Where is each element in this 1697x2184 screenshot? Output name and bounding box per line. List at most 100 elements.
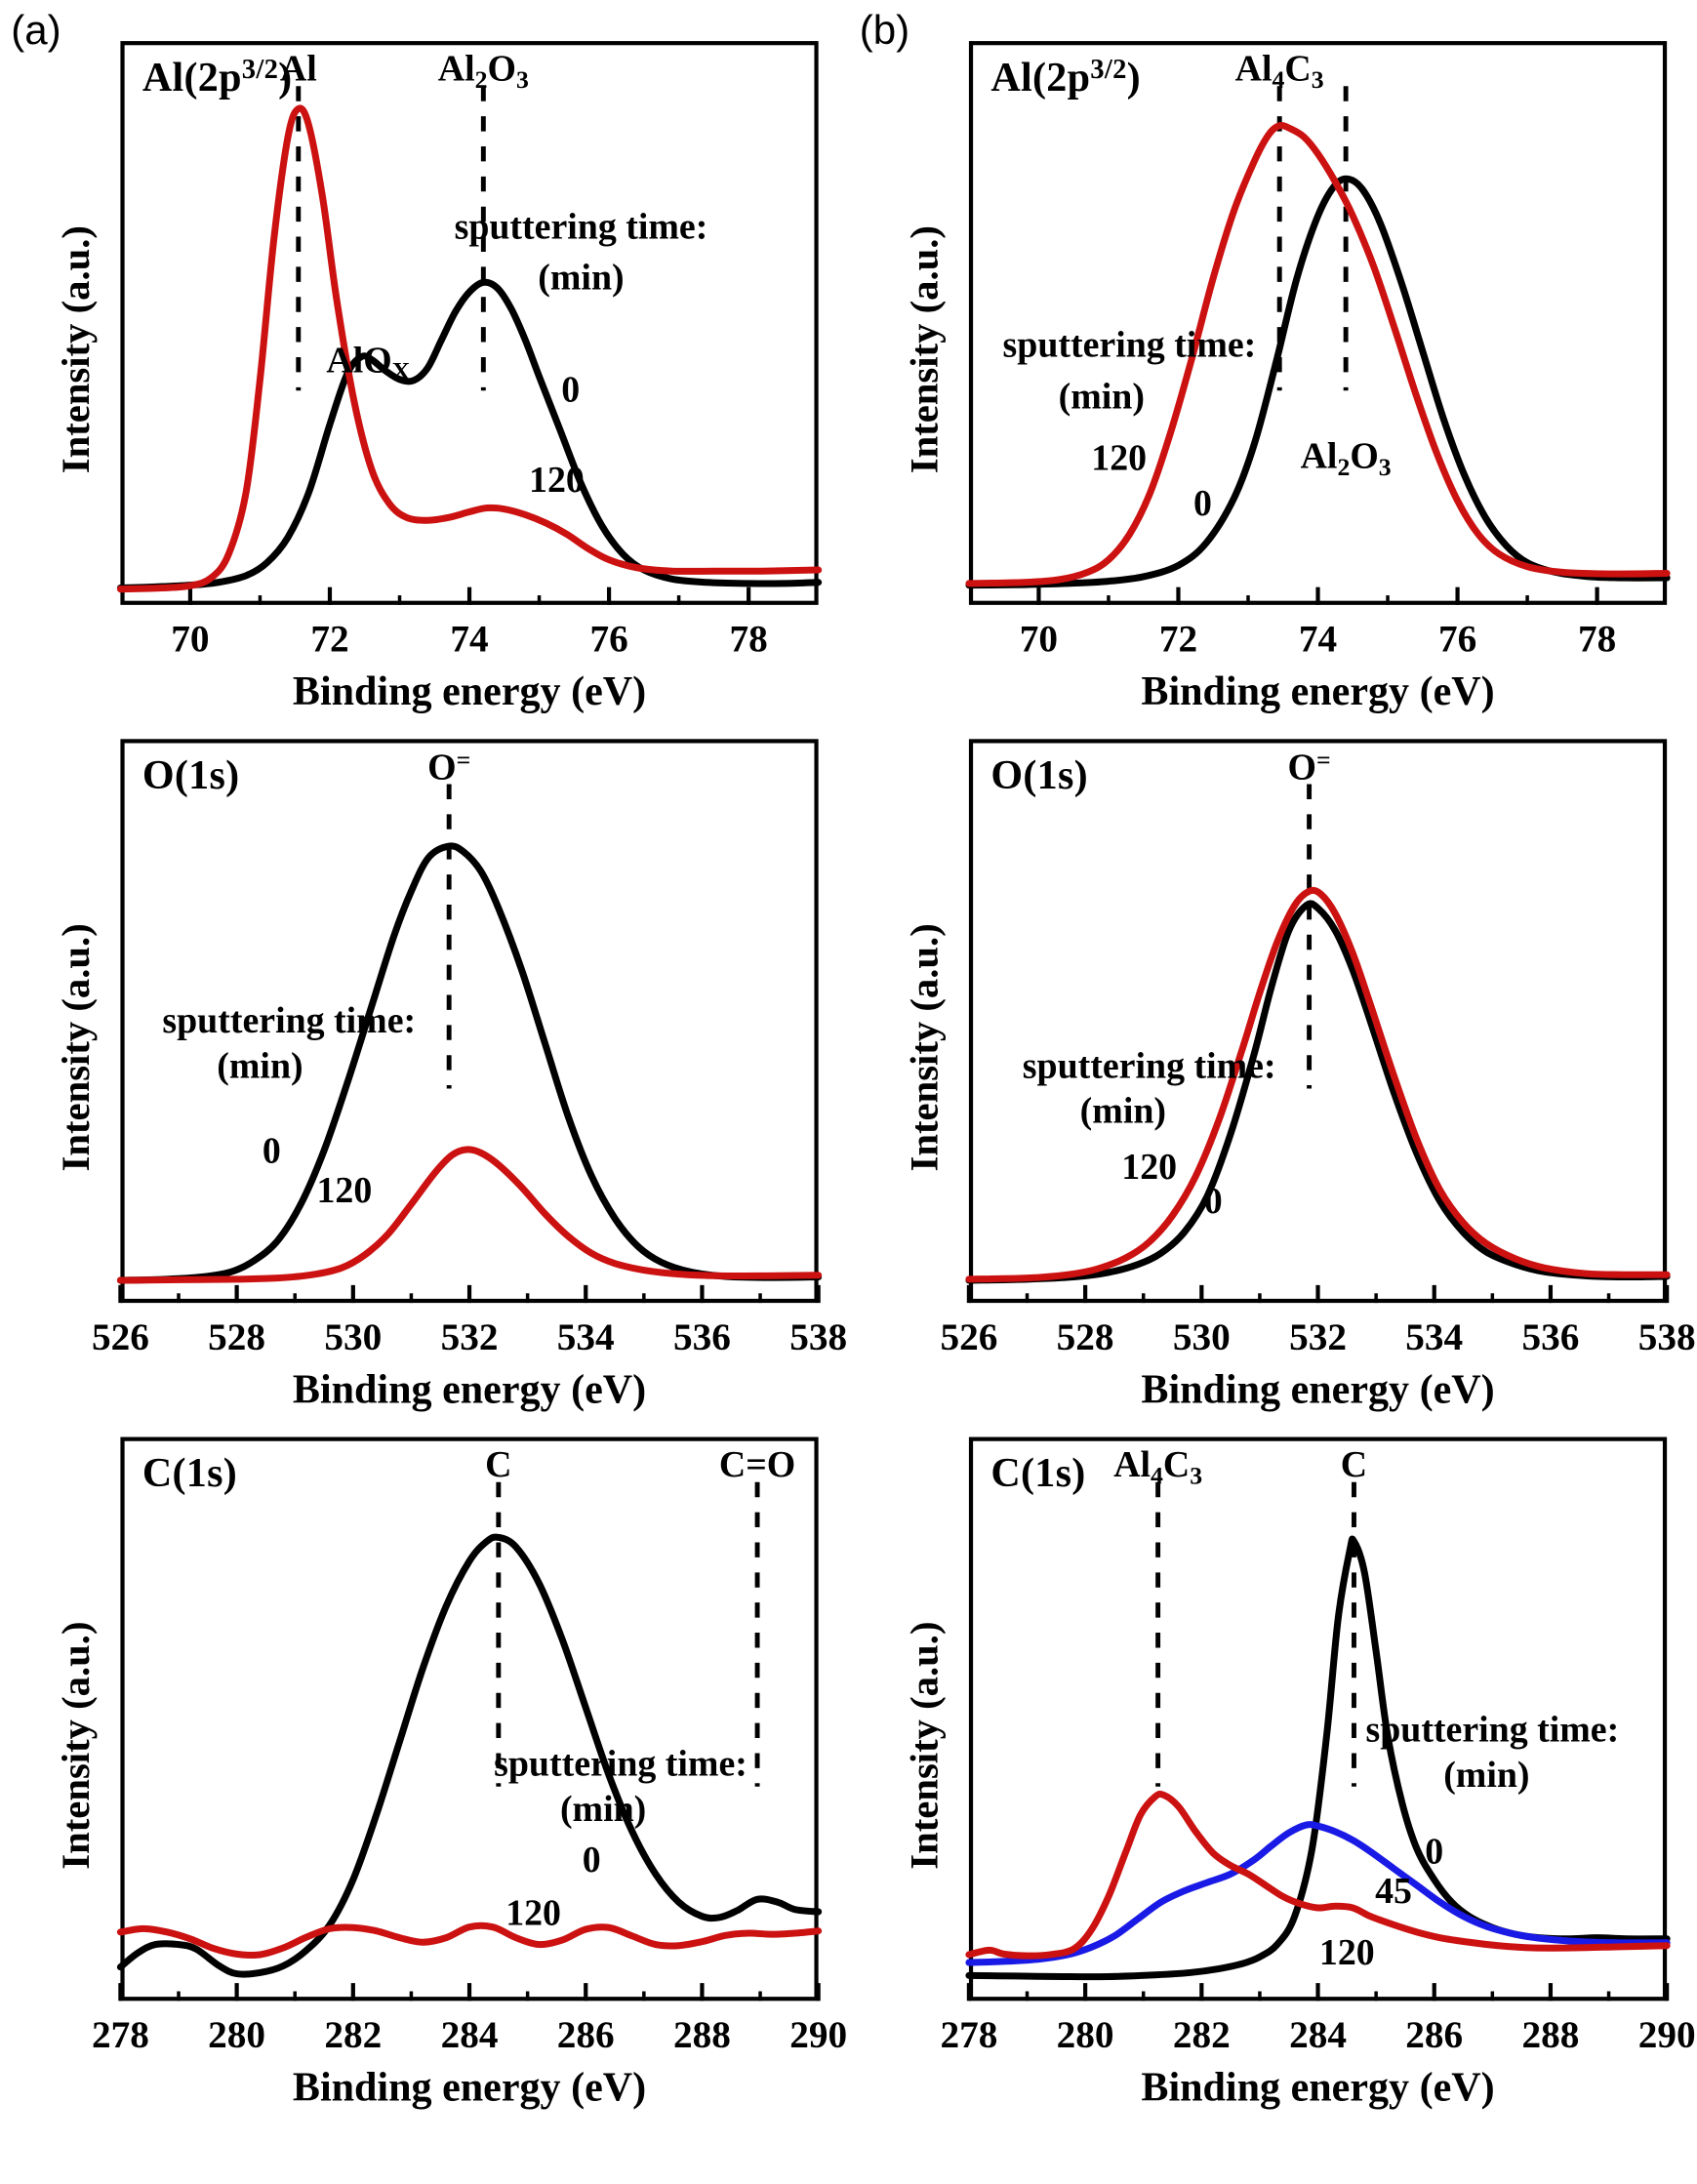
y-axis-label: Intensity (a.u.) — [55, 1621, 99, 1870]
x-tick-label: 72 — [1158, 618, 1198, 662]
x-tick-label: 76 — [1437, 618, 1477, 662]
annotation--min: (min) — [538, 256, 625, 299]
x-tick-label: 76 — [589, 618, 628, 662]
x-tick-label: 282 — [324, 2014, 383, 2057]
annotation-0: 0 — [1203, 1180, 1223, 1222]
plot-frame — [120, 1436, 819, 2002]
panel-title: O(1s) — [990, 752, 1088, 798]
x-axis-label: Binding energy (eV) — [292, 2065, 647, 2111]
x-tick-label: 288 — [672, 2014, 731, 2057]
series-curve-120min — [965, 886, 1671, 1283]
xps-figure: (a) (b) Al(2p3/2) Al Al2O3 AlOX sputtering t… — [0, 8, 1697, 2111]
x-tick-label: 532 — [440, 1316, 499, 1359]
peak-label-al4c3: Al4C3 — [1113, 1443, 1203, 1489]
plot-canvas — [965, 1481, 1671, 2002]
x-axis-label: Binding energy (eV) — [292, 1367, 647, 1413]
annotation-120: 120 — [1121, 1146, 1178, 1188]
x-axis-label: Binding energy (eV) — [292, 668, 647, 715]
annotation-120: 120 — [1318, 1931, 1375, 1973]
y-axis-label: Intensity (a.u.) — [55, 225, 99, 474]
x-tick-label: 526 — [940, 1316, 998, 1359]
annotation-0: 0 — [1193, 482, 1212, 524]
series-curve-45min — [965, 1821, 1671, 1966]
panel-letter-b: (b) — [859, 8, 910, 54]
x-tick-label: 538 — [789, 1316, 848, 1359]
x-tick-label: 78 — [1577, 618, 1617, 662]
annotation-120: 120 — [316, 1168, 373, 1210]
peak-label-c-o: C=O — [718, 1443, 796, 1485]
x-tick-label: 534 — [1405, 1316, 1464, 1359]
chart-a-al2p: Al(2p3/2) Al Al2O3 AlOX sputtering time: (min… — [0, 20, 849, 714]
x-tick-label: 72 — [310, 618, 349, 662]
peak-label-c: C — [485, 1443, 512, 1485]
chart-b-c1s: C(1s) C Al4C3 sputtering time: (min) 0 45 120 27… — [849, 1415, 1697, 2111]
plot-canvas — [116, 86, 823, 605]
peak-label-al4c3: Al4C3 — [1234, 47, 1324, 94]
x-tick-label: 530 — [1172, 1316, 1231, 1359]
chart-a-o1s: O(1s) O= sputtering time: (min) 0 120 526 528 53… — [0, 717, 849, 1412]
y-axis-label: Intensity (a.u.) — [903, 1621, 948, 1870]
x-tick-label: 280 — [208, 2014, 266, 2057]
annotation-120: 120 — [529, 460, 585, 502]
x-tick-label: 78 — [729, 618, 768, 662]
panel-title: C(1s) — [990, 1450, 1086, 1496]
x-tick-label: 74 — [1298, 618, 1338, 662]
x-tick-label: 538 — [1637, 1316, 1696, 1359]
annotation-sputtering-time: sputtering time: — [1365, 1709, 1620, 1751]
x-tick-label: 70 — [171, 618, 210, 662]
x-tick-label: 286 — [556, 2014, 615, 2057]
series-curve-120min — [965, 1790, 1671, 1960]
chart-a-c1s: C(1s) C C=O sputtering time: (min) 0 120 278 280… — [0, 1415, 849, 2111]
annotation-sputtering-time: sputtering time: — [1002, 324, 1257, 366]
panel-title: Al(2p3/2) — [141, 55, 293, 101]
y-axis-label: Intensity (a.u.) — [903, 923, 948, 1172]
x-axis-label: Binding energy (eV) — [1141, 668, 1495, 715]
chart-b-al2p: Al(2p3/2) Al4C3 Al2O3 sputtering time: (min)… — [849, 20, 1697, 714]
peak-label-al: Al — [279, 47, 317, 90]
plot-frame — [120, 739, 819, 1304]
plot-canvas — [116, 784, 823, 1304]
plot-canvas — [965, 86, 1671, 605]
panel-title: O(1s) — [141, 752, 240, 798]
panel-title: Al(2p3/2) — [990, 55, 1141, 101]
x-axis-label: Binding energy (eV) — [1141, 1367, 1495, 1413]
series-curve-120min — [116, 104, 823, 593]
series-curve-0min — [116, 842, 823, 1284]
peak-label-al2o3: Al2O3 — [1300, 435, 1392, 481]
annotation--min: (min) — [217, 1044, 303, 1086]
peak-label-o-: O= — [427, 746, 471, 788]
series-curve-0min — [116, 278, 823, 592]
annotation-120: 120 — [505, 1892, 561, 1934]
panel-title: C(1s) — [141, 1450, 238, 1496]
x-tick-label: 290 — [789, 2014, 848, 2057]
x-tick-label: 526 — [91, 1316, 149, 1359]
x-axis-label: Binding energy (eV) — [1141, 2065, 1495, 2111]
series-curve-120min — [116, 1921, 823, 1960]
series-curve-120min — [965, 122, 1671, 587]
chart-b-o1s: O(1s) O= sputtering time: (min) 120 0 526 528 53… — [849, 717, 1697, 1412]
x-tick-label: 288 — [1521, 2014, 1580, 2057]
peak-label-al2o3: Al2O3 — [437, 47, 529, 94]
x-tick-label: 532 — [1289, 1316, 1347, 1359]
x-tick-label: 530 — [324, 1316, 383, 1359]
annotation-alox: AlOX — [326, 339, 411, 384]
annotation--min: (min) — [1443, 1754, 1530, 1796]
plot-canvas — [116, 1481, 823, 2002]
annotation-0: 0 — [262, 1129, 281, 1171]
y-axis-label: Intensity (a.u.) — [903, 225, 948, 474]
annotation-sputtering-time: sputtering time: — [494, 1742, 747, 1784]
annotation--min: (min) — [1079, 1089, 1167, 1131]
x-tick-label: 290 — [1637, 2014, 1696, 2057]
x-tick-label: 528 — [1056, 1316, 1114, 1359]
x-tick-label: 280 — [1056, 2014, 1114, 2057]
plot-canvas — [965, 784, 1671, 1304]
annotation--min: (min) — [559, 1788, 647, 1830]
x-tick-label: 536 — [1521, 1316, 1580, 1359]
annotation-0: 0 — [582, 1839, 601, 1881]
y-axis-label: Intensity (a.u.) — [55, 923, 99, 1172]
annotation-120: 120 — [1091, 436, 1148, 478]
annotation--min: (min) — [1058, 375, 1145, 417]
series-curve-0min — [116, 1533, 823, 1978]
x-tick-label: 278 — [940, 2014, 998, 2057]
x-tick-label: 286 — [1405, 2014, 1464, 2057]
